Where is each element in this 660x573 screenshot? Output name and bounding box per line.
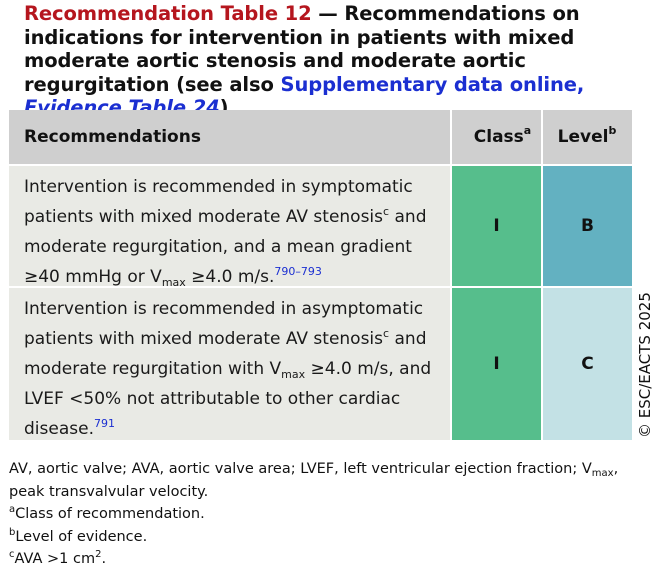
rec-text-part: and moderate regurgitation with V — [24, 329, 427, 379]
superscript: 2 — [95, 549, 102, 560]
table-number: Recommendation Table 12 — [24, 2, 312, 25]
supplementary-link-text[interactable]: Supplementary data online, — [280, 72, 585, 96]
header-level: Levelb — [542, 110, 632, 164]
table-title: Recommendation Table 12 — Recommendation… — [24, 2, 624, 120]
abbr-text: AV, aortic valve; AVA, aortic valve area… — [9, 461, 592, 477]
class-cell: I — [452, 166, 541, 286]
table-row: Intervention is recommended in symptomat… — [9, 166, 632, 289]
header-class-label: Class — [473, 127, 524, 147]
copyright-notice: © ESC/EACTS 2025 — [636, 292, 654, 438]
header-level-label: Level — [557, 127, 609, 147]
footnote-a: aClass of recommendation. — [9, 503, 649, 526]
recommendation-text: Intervention is recommended in symptomat… — [9, 166, 450, 289]
header-class-footnote[interactable]: a — [523, 124, 532, 137]
header-class: Classa — [464, 110, 541, 164]
header-divider-2 — [541, 110, 543, 164]
level-cell: C — [543, 288, 632, 440]
footnote-text: . — [101, 551, 107, 567]
reference-link[interactable]: 791 — [93, 417, 115, 430]
title-text: — Recommendations on indications for int… — [24, 2, 580, 96]
abbr-subscript: max — [591, 468, 614, 479]
rec-text-part: Intervention is recommended in symptomat… — [24, 177, 413, 227]
footnote-text: Level of evidence. — [15, 528, 148, 545]
footnote-mark: b — [9, 526, 16, 538]
abbr-text: , peak transvalvular velocity. — [9, 461, 619, 500]
rec-text-part: ≥4.0 m/s. — [185, 267, 275, 287]
table-row: Intervention is recommended in asymptoma… — [9, 288, 632, 440]
footnote-text: AVA >1 cm — [14, 551, 96, 567]
recommendation-text: Intervention is recommended in asymptoma… — [9, 288, 450, 440]
class-cell: I — [452, 288, 541, 440]
rec-text-part: and moderate regurgitation, and a mean g… — [24, 207, 427, 287]
footnote-c: cAVA >1 cm2. — [9, 548, 649, 571]
abbreviations: AV, aortic valve; AVA, aortic valve area… — [9, 458, 649, 503]
footnote-marker[interactable]: c — [383, 327, 390, 340]
title-close: ) — [219, 96, 229, 119]
footnote-b: bLevel of evidence. — [9, 526, 649, 549]
reference-link[interactable]: 790–793 — [274, 265, 322, 278]
footnote-marker[interactable]: c — [383, 205, 390, 218]
subscript: max — [161, 276, 186, 289]
footnote-mark: c — [9, 549, 15, 560]
header-recommendations: Recommendations — [24, 127, 201, 147]
table-footnotes: AV, aortic valve; AVA, aortic valve area… — [9, 458, 649, 571]
subscript: max — [281, 368, 306, 381]
footnote-text: Class of recommendation. — [15, 506, 205, 522]
rec-text-part: ≥4.0 m/s, and LVEF <50% not attributable… — [24, 359, 432, 439]
level-cell: B — [543, 166, 632, 286]
footnote-mark: a — [9, 504, 16, 515]
rec-text-part: Intervention is recommended in asymptoma… — [24, 299, 424, 349]
recommendation-table: Recommendations Classa Levelb Interventi… — [9, 110, 632, 440]
header-divider-1 — [450, 110, 452, 164]
table-header: Recommendations Classa Levelb — [9, 110, 632, 164]
header-level-footnote[interactable]: b — [608, 124, 617, 137]
row-divider — [9, 286, 632, 288]
